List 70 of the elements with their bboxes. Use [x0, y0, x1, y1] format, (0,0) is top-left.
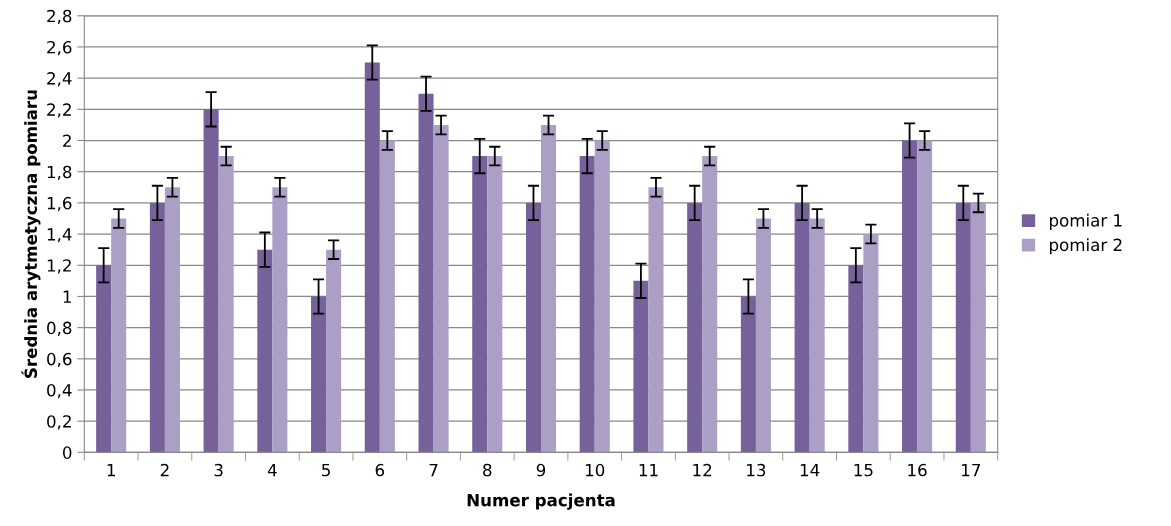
bar [702, 156, 718, 453]
y-tick-label: 1,6 [47, 196, 72, 212]
bar [379, 140, 395, 453]
bar [326, 249, 342, 453]
x-tick-label: 4 [267, 463, 277, 477]
x-tick-label: 2 [160, 463, 169, 477]
x-axis-title: Numer pacjenta [467, 493, 615, 510]
x-tick-label: 17 [962, 463, 981, 477]
bar [917, 140, 933, 453]
y-tick-label: 2,6 [47, 40, 72, 56]
legend-label: pomiar 2 [1050, 238, 1122, 255]
x-tick-label: 13 [747, 463, 766, 477]
bar [809, 218, 825, 453]
y-tick-label: 0,2 [47, 415, 71, 430]
y-tick-label: 2,8 [47, 9, 72, 25]
x-tick-label: 1 [107, 463, 115, 477]
bar [203, 109, 219, 453]
bar [525, 202, 541, 453]
bar [579, 156, 595, 453]
bar [218, 156, 234, 453]
y-axis-title: Średnia arytmetyczna pomiaru [21, 90, 41, 378]
bar [970, 202, 986, 453]
bar [472, 156, 488, 453]
bar [863, 234, 879, 453]
bar [687, 202, 703, 453]
y-tick-label: 1,8 [47, 165, 72, 180]
y-tick-label: 1 [63, 290, 71, 303]
bar [311, 296, 327, 453]
bar [487, 156, 503, 453]
bar [433, 124, 449, 453]
y-tick-label: 0,6 [47, 352, 72, 368]
x-tick-label: 14 [800, 463, 820, 477]
x-tick-label: 5 [322, 463, 330, 477]
bar [164, 187, 180, 453]
bar [272, 187, 288, 453]
bar [633, 280, 649, 453]
bar [111, 218, 127, 453]
x-tick-label: 6 [375, 463, 385, 477]
bar [902, 140, 918, 453]
bar [149, 202, 165, 453]
x-tick-label: 12 [693, 463, 712, 477]
bar [740, 296, 756, 453]
y-tick-label: 0 [63, 446, 72, 459]
bar [541, 124, 557, 453]
y-tick-label: 0,8 [47, 321, 72, 336]
y-tick-label: 1,4 [47, 228, 72, 243]
bar [648, 187, 664, 453]
x-tick-label: 11 [639, 463, 658, 477]
bar [96, 265, 112, 453]
y-tick-label: 2,4 [47, 72, 72, 87]
bar [364, 62, 380, 453]
x-tick-label: 8 [483, 463, 492, 477]
bar [594, 140, 610, 453]
bar [755, 218, 771, 453]
x-tick-label: 7 [429, 463, 438, 477]
bar [418, 93, 434, 453]
x-tick-label: 16 [908, 463, 927, 477]
x-tick-label: 3 [214, 463, 223, 477]
y-tick-label: 1,2 [47, 259, 71, 274]
bar [955, 202, 971, 453]
bar [257, 249, 273, 453]
x-tick-label: 15 [854, 463, 873, 477]
bar [848, 265, 864, 453]
x-tick-label: 10 [585, 463, 605, 477]
y-tick-label: 2 [63, 134, 71, 147]
legend-label: pomiar 1 [1050, 213, 1122, 230]
bar [794, 202, 810, 453]
x-tick-label: 9 [536, 463, 546, 477]
y-tick-label: 0,4 [47, 383, 72, 399]
y-tick-label: 2,2 [47, 103, 71, 118]
